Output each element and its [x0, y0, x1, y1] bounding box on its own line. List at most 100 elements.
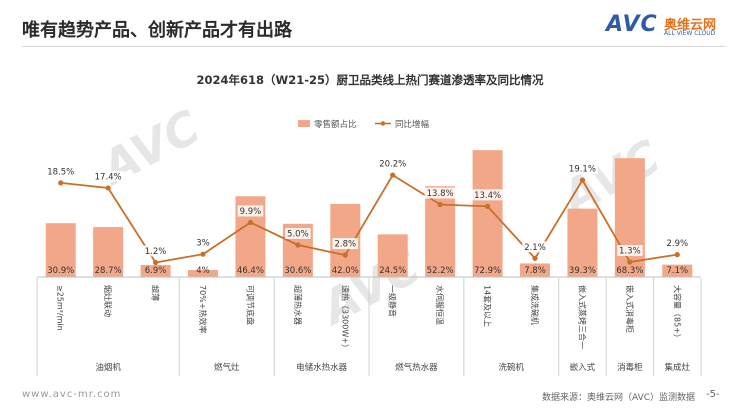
category-label: 嵌入式消毒柜	[625, 285, 635, 333]
growth-line	[58, 172, 680, 266]
line-value-label: 17.4%	[95, 172, 122, 182]
group-label: 消毒柜	[617, 362, 643, 373]
legend-bar-label: 零售额占比	[314, 119, 357, 130]
bar	[140, 264, 171, 277]
bar-value-label: 7.8%	[524, 266, 546, 276]
bar-value-label: 46.4%	[237, 266, 264, 276]
line-point	[674, 252, 680, 258]
line-value-label: 1.2%	[145, 247, 167, 257]
line-label-bg	[522, 241, 548, 253]
line-point	[390, 172, 396, 178]
line-label-bg	[237, 205, 264, 217]
category-label: ≥25m³/min	[56, 285, 65, 331]
bar-value-label: 30.6%	[284, 266, 311, 276]
line-label-bg	[142, 245, 169, 257]
page-number: -5-	[706, 389, 720, 400]
bar	[188, 270, 218, 277]
line-point	[627, 259, 633, 265]
bar-value-label: 52.2%	[427, 266, 454, 276]
logo-text: AVC	[606, 12, 658, 37]
group-label: 电储水热水器	[296, 362, 348, 373]
line-label-bg	[472, 189, 504, 201]
logo-cn-text: 奥维云网	[664, 18, 717, 33]
chart-title: 2024年618（W21-25）厨卫品类线上热门赛道渗透率及同比情况	[197, 73, 544, 87]
line-point	[579, 177, 586, 183]
category-label: 14套及以上	[483, 285, 493, 327]
category-label: 速热（3300W+）	[340, 285, 350, 352]
bar	[377, 234, 408, 277]
bar-value-label: 72.9%	[474, 266, 501, 276]
line-value-label: 13.4%	[474, 191, 501, 201]
line-label-bg	[617, 245, 643, 257]
bar	[662, 264, 693, 277]
category-label: 水伺服恒温	[435, 285, 445, 325]
line-value-label: 3%	[196, 239, 210, 249]
group-label: 燃气热水器	[395, 362, 438, 373]
line-point	[152, 259, 159, 266]
line-label-bg	[45, 165, 77, 177]
bar	[472, 150, 503, 277]
line-label-bg	[285, 228, 311, 239]
category-label: 70%+热效率	[198, 285, 208, 333]
category-label: 可调节底盘	[245, 285, 255, 325]
page-title: 唯有趋势产品、创新产品才有出路	[22, 20, 292, 41]
bar-value-label: 30.9%	[47, 266, 74, 276]
bar-value-label: 28.7%	[95, 266, 122, 276]
line-point	[295, 242, 301, 248]
group-label: 集成灶	[665, 362, 691, 373]
avc-logo: AVC 奥维云网 ALL VIEW CLOUD	[606, 12, 728, 40]
bar	[45, 223, 76, 277]
line-value-label: 2.1%	[524, 243, 546, 253]
footer-source: 数据来源：奥维云网（AVC）监测数据	[542, 393, 696, 403]
line-point	[532, 255, 538, 261]
line-point	[437, 201, 443, 208]
category-label: 超薄	[151, 285, 161, 301]
group-label: 燃气灶	[214, 362, 240, 373]
category-label: 嵌入式蒸烤三合一	[577, 285, 587, 349]
bar-value-label: 4%	[196, 266, 210, 276]
line-point	[58, 180, 64, 186]
legend-line-marker	[380, 121, 386, 126]
line-point	[247, 219, 254, 226]
line-point	[200, 251, 206, 257]
logo-en-text: ALL VIEW CLOUD	[664, 30, 716, 37]
line-label-bg	[332, 238, 359, 250]
group-label: 油烟机	[95, 362, 121, 373]
bar	[520, 263, 550, 277]
footer-url: www.avc-mr.com	[22, 389, 122, 400]
header-divider	[22, 46, 726, 47]
line-label-bg	[566, 163, 598, 175]
line-label-bg	[377, 158, 409, 170]
line-value-label: 1.3%	[619, 247, 641, 257]
legend-line-label: 同比增幅	[395, 119, 430, 130]
line-point	[484, 203, 491, 209]
line-point	[342, 252, 348, 258]
growth-polyline	[60, 173, 678, 264]
category-label: 超薄热水器	[293, 285, 303, 325]
bar-value-label: 24.5%	[379, 266, 406, 276]
legend-bar-swatch	[298, 120, 310, 127]
line-value-label: 2.9%	[666, 239, 688, 249]
line-label-bg	[195, 237, 211, 249]
bar	[93, 227, 124, 277]
line-value-label: 9.9%	[240, 207, 262, 217]
line-label-bg	[424, 187, 456, 199]
line-value-label: 2.8%	[334, 240, 356, 250]
bar-value-label: 68.3%	[616, 266, 643, 276]
line-value-label: 18.5%	[47, 167, 74, 177]
line-point	[105, 185, 111, 191]
line-value-label: 20.2%	[379, 160, 406, 170]
category-label: 一级静音	[388, 285, 398, 317]
bar	[567, 208, 598, 277]
data-labels: 30.9% 28.7% 6.9% 4% 46.4% 30.6% 42.0% 24.5% 52.2…	[45, 158, 691, 276]
group-labels: 油烟机 燃气灶 电储水热水器 燃气热水器 洗碗机 嵌入式 消毒柜 集成灶	[36, 278, 702, 376]
category-label: 大容量（85+）	[672, 285, 682, 342]
line-value-label: 19.1%	[569, 165, 596, 175]
bar-value-label: 42.0%	[332, 266, 359, 276]
bar-value-label: 7.1%	[666, 266, 688, 276]
category-label: 烟灶联动	[103, 285, 113, 317]
bar-value-label: 39.3%	[569, 266, 596, 276]
bar	[614, 158, 645, 277]
bar	[425, 186, 456, 277]
